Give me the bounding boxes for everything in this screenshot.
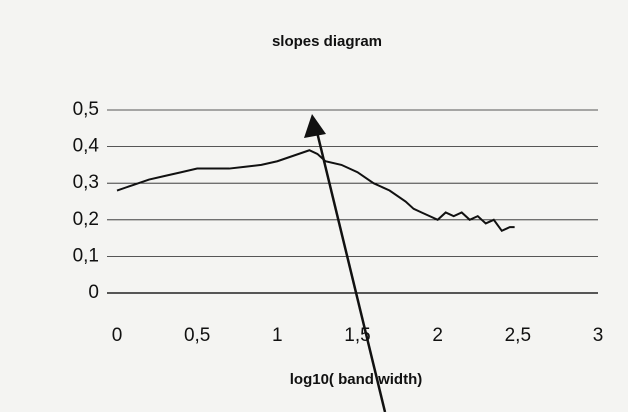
y-tick-label: 0,2 bbox=[73, 209, 99, 230]
y-tick-label: 0,1 bbox=[73, 245, 99, 266]
x-tick-label: 3 bbox=[593, 325, 604, 346]
arrow-head bbox=[304, 114, 326, 138]
x-tick-label: 2,5 bbox=[505, 325, 531, 346]
y-tick-label: 0,5 bbox=[73, 99, 99, 120]
x-axis-label: log10( band width) bbox=[290, 371, 423, 388]
y-tick-label: 0 bbox=[88, 282, 99, 303]
x-tick-label: 0,5 bbox=[184, 325, 210, 346]
x-tick-label: 0 bbox=[112, 325, 123, 346]
x-tick-label: 2 bbox=[432, 325, 443, 346]
arrow-shaft bbox=[315, 131, 387, 412]
x-tick-label: 1 bbox=[272, 325, 283, 346]
y-tick-label: 0,3 bbox=[73, 172, 99, 193]
data-line bbox=[116, 149, 515, 233]
y-tick-label: 0,4 bbox=[73, 136, 100, 157]
plot: 00,10,20,30,40,50 0,5 1 1,5 2 2,5 3 bbox=[73, 99, 604, 346]
arrow bbox=[304, 114, 387, 412]
chart-title: slopes diagram bbox=[272, 33, 382, 50]
